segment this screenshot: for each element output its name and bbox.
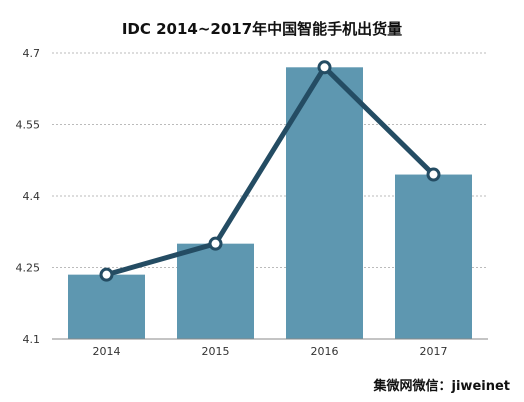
- x-axis-ticks: 2014 2015 2016 2017: [93, 345, 448, 358]
- bar-2017: [395, 174, 472, 339]
- point-2016: [317, 60, 332, 75]
- bar-2014: [68, 274, 145, 339]
- y-tick-label: 4.4: [23, 190, 41, 203]
- x-tick-label: 2016: [311, 345, 339, 358]
- bar-2015: [177, 243, 254, 339]
- y-axis-ticks: 4.1 4.25 4.4 4.55 4.7: [16, 47, 41, 346]
- y-tick-label: 4.25: [16, 262, 41, 275]
- point-2014: [99, 267, 114, 282]
- trend-line-path: [104, 64, 436, 278]
- trend-markers: [99, 60, 441, 282]
- y-tick-label: 4.55: [16, 119, 41, 132]
- watermark-text: 集微网微信：jiweinet: [373, 378, 510, 394]
- trend-line: [104, 64, 436, 278]
- point-2015: [208, 236, 223, 251]
- x-tick-label: 2017: [420, 345, 448, 358]
- x-tick-label: 2014: [93, 345, 121, 358]
- x-tick-label: 2015: [202, 345, 230, 358]
- y-tick-label: 4.7: [23, 47, 41, 60]
- chart-title: IDC 2014~2017年中国智能手机出货量: [122, 20, 402, 38]
- y-tick-label: 4.1: [23, 333, 41, 346]
- bars: [68, 67, 472, 340]
- point-2017: [426, 167, 441, 182]
